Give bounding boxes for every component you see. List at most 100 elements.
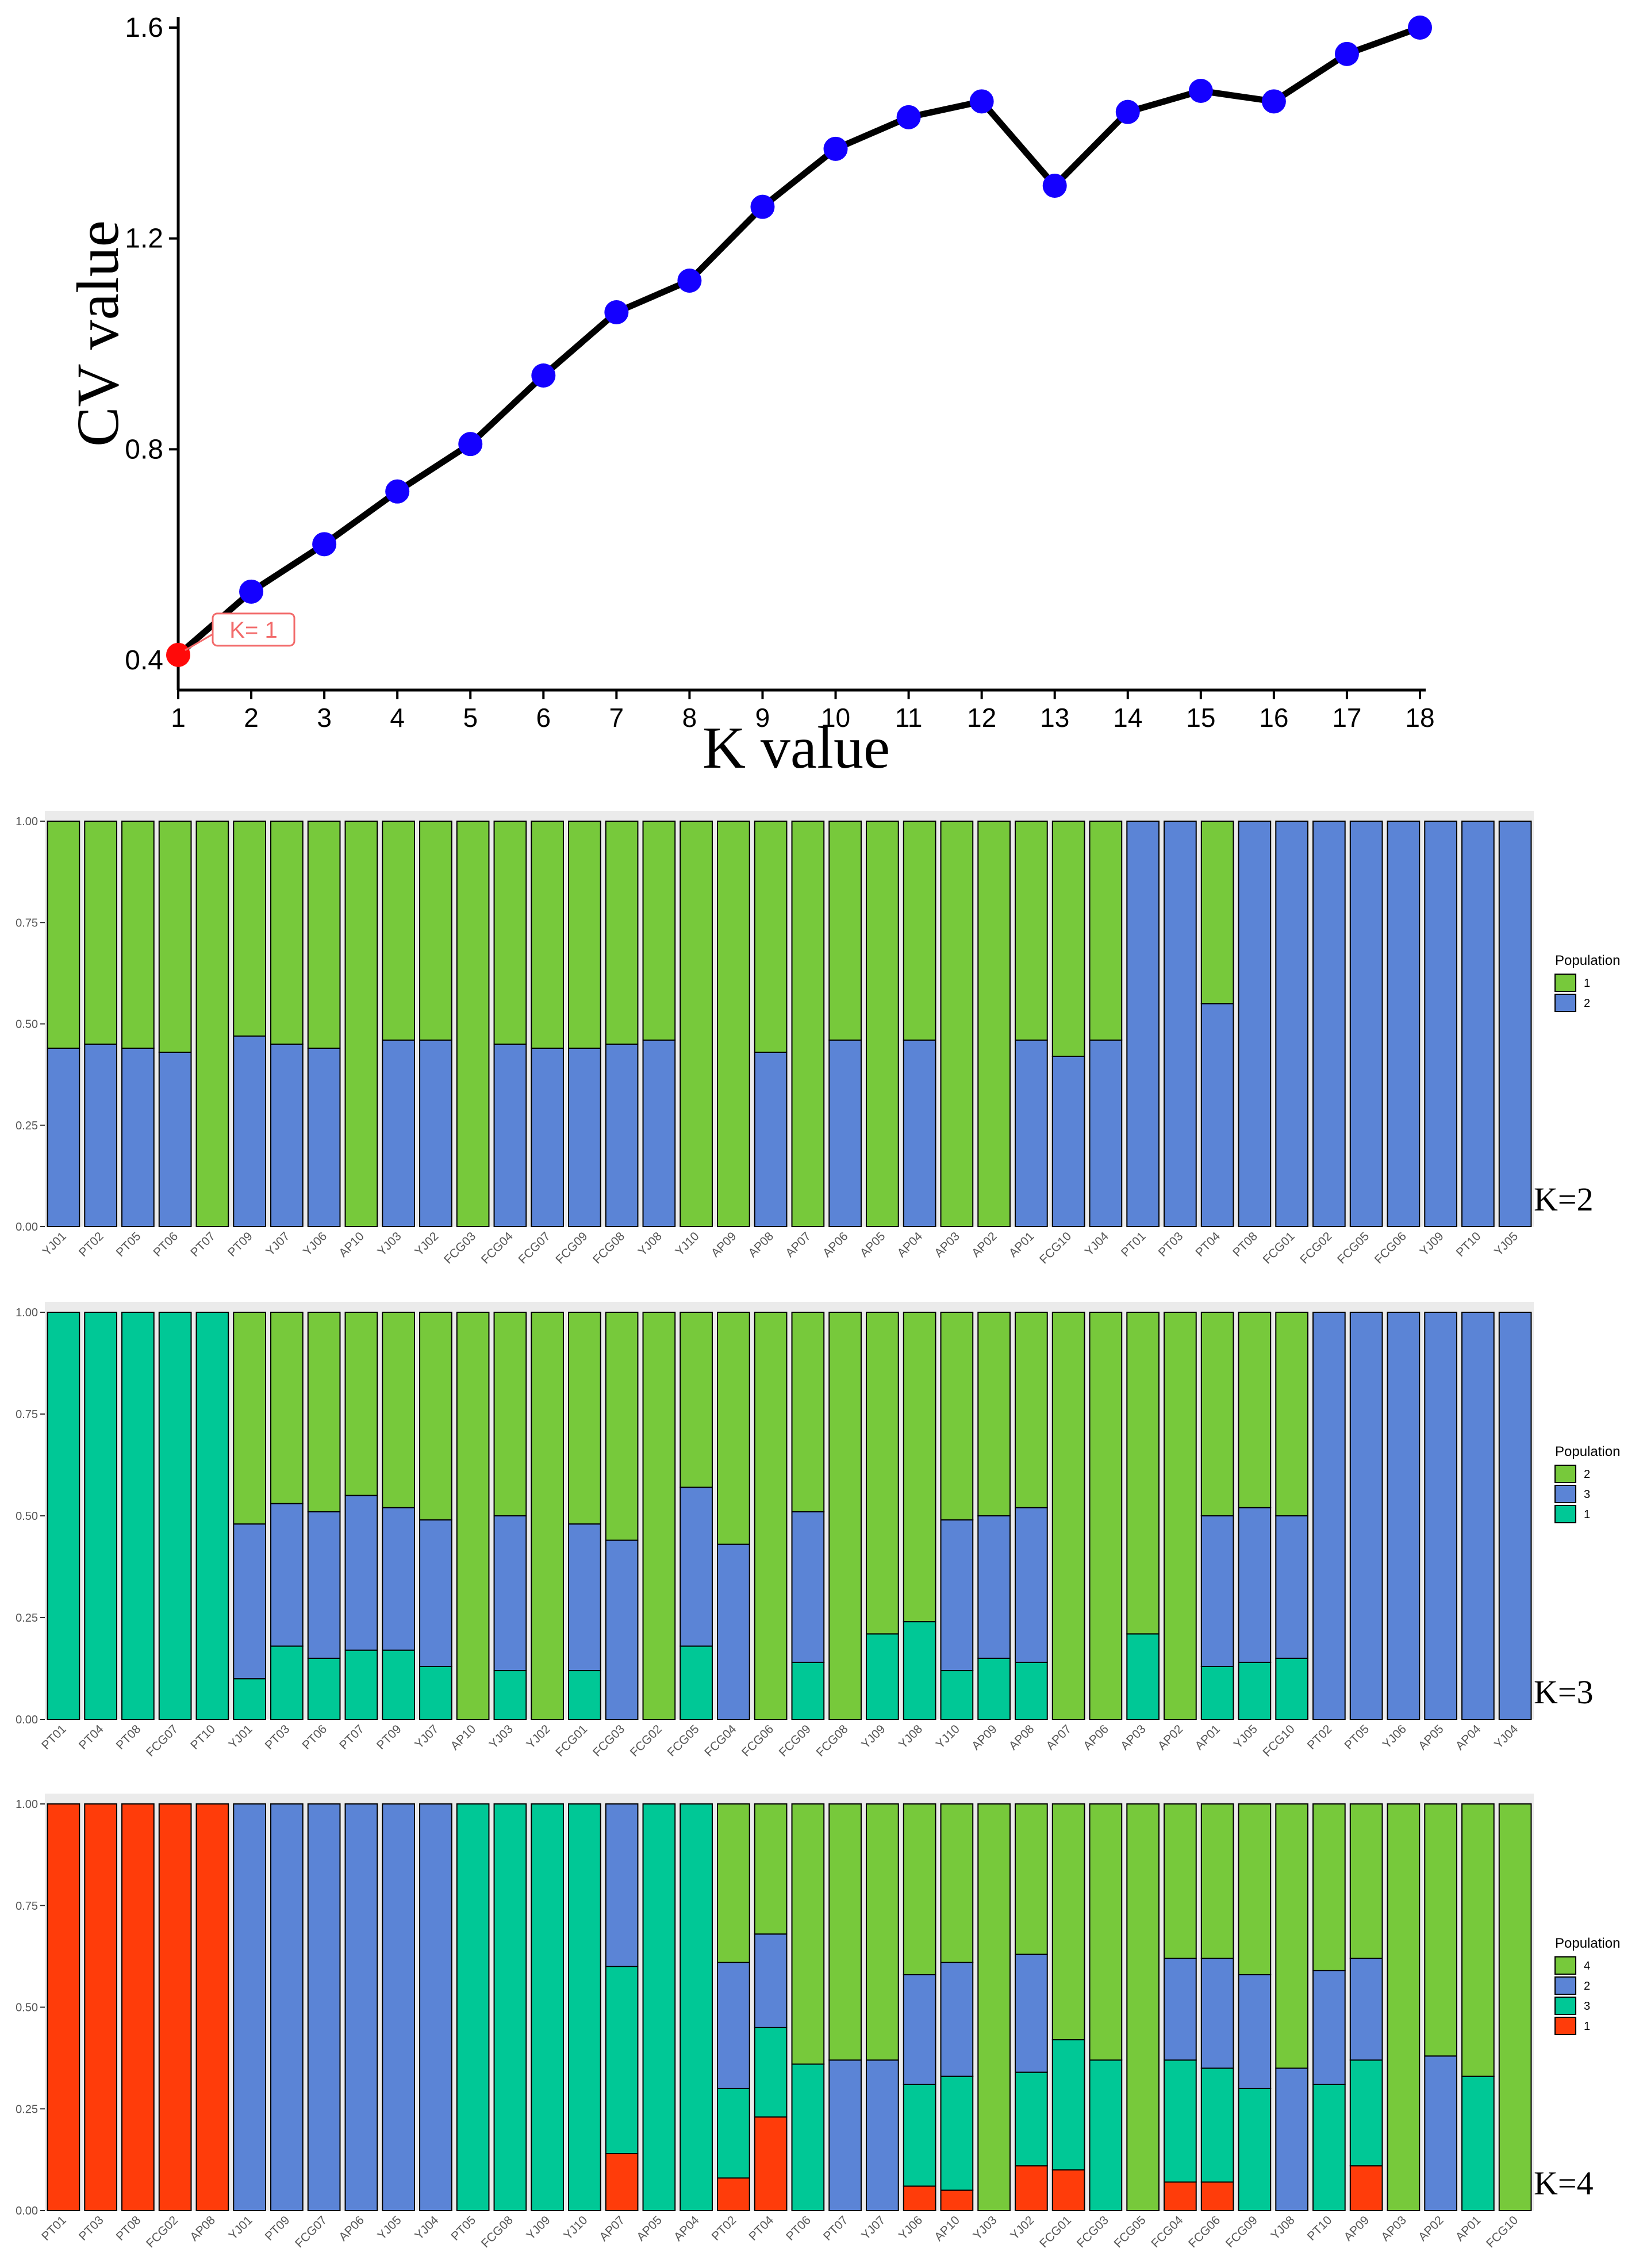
bar-FCG10-pop2 (1275, 1312, 1308, 1516)
y-tick-label: 0.25 (16, 2103, 38, 2116)
bar-FCG08-pop3 (493, 1803, 527, 2211)
bar-PT04-pop4 (754, 1803, 788, 1935)
category-label: AP09 (1342, 2213, 1372, 2244)
category-label: FCG03 (442, 1229, 478, 1266)
category-label: PT04 (746, 2213, 776, 2243)
category-label: AP04 (895, 1229, 926, 1260)
bar-YJ02-pop3 (1015, 2071, 1048, 2167)
bar-FCG06-pop2 (754, 1312, 788, 1720)
bar-FCG03-pop1 (456, 821, 490, 1227)
category-label: PT09 (263, 2213, 293, 2243)
category-label: FCG09 (777, 1722, 813, 1759)
category-label: PT10 (188, 1722, 218, 1752)
bar-PT02-pop1 (717, 2177, 750, 2211)
bar-AP10-pop4 (940, 1803, 974, 1963)
y-axis-title: CV value (65, 220, 131, 447)
bar-PT07-pop2 (344, 1312, 378, 1496)
bar-PT05-pop2 (121, 1047, 155, 1228)
bar-AP08-pop2 (754, 1051, 788, 1227)
bar-PT06-pop2 (307, 1312, 341, 1512)
category-label: PT03 (76, 2213, 106, 2243)
legend-swatch-1 (1554, 2017, 1576, 2035)
category-label: FCG08 (479, 2213, 516, 2250)
category-label: FCG03 (590, 1722, 627, 1759)
bar-YJ01-pop3 (233, 1523, 266, 1680)
bar-YJ03-pop4 (977, 1803, 1011, 2211)
category-label: PT10 (1305, 2213, 1335, 2243)
bar-PT09-pop1 (233, 821, 266, 1037)
legend-swatch-2 (1554, 1976, 1576, 1995)
category-label: YJ01 (40, 1229, 69, 1258)
category-label: YJ03 (487, 1722, 516, 1751)
category-label: YJ02 (1008, 2213, 1037, 2242)
bar-AP10-pop2 (456, 1312, 490, 1720)
bar-YJ01-pop2 (233, 1803, 266, 2211)
y-tick-label: 1.2 (125, 224, 163, 254)
cv-point-k18 (1408, 16, 1432, 40)
category-label: FCG01 (553, 1722, 590, 1759)
bar-PT02-pop1 (84, 821, 117, 1045)
bar-YJ10-pop1 (940, 1670, 974, 1721)
legend-label-1: 1 (1584, 977, 1590, 990)
category-label: FCG05 (1335, 1229, 1372, 1266)
panel-k-label: K=2 (1534, 1181, 1594, 1218)
bar-FCG09-pop1 (568, 821, 601, 1049)
bar-PT05-pop3 (1349, 1312, 1383, 1720)
y-tick-label: 0.50 (16, 1510, 38, 1523)
category-label: PT01 (39, 2213, 69, 2243)
category-label: YJ03 (971, 2213, 1000, 2242)
y-tick-label: 0.25 (16, 1120, 38, 1132)
bar-FCG05-pop2 (680, 1312, 713, 1488)
bar-PT08-pop1 (121, 1803, 155, 2211)
bar-FCG02-pop1 (158, 1803, 192, 2211)
bar-AP04-pop1 (903, 821, 936, 1041)
bar-PT06-pop2 (158, 1051, 192, 1227)
legend-swatch-2 (1554, 994, 1576, 1012)
category-label: FCG06 (739, 1722, 776, 1759)
y-tick-label: 1.6 (125, 13, 163, 43)
bar-PT01-pop2 (1126, 821, 1160, 1227)
category-label: AP06 (820, 1229, 851, 1260)
category-label: AP08 (187, 2213, 218, 2244)
category-label: YJ09 (524, 2213, 553, 2242)
bar-PT03-pop2 (1164, 821, 1197, 1227)
bar-FCG10-pop3 (1275, 1515, 1308, 1659)
bar-YJ03-pop1 (382, 821, 415, 1041)
bar-PT10-pop3 (1312, 2083, 1346, 2212)
category-label: PT07 (188, 1229, 218, 1259)
bar-YJ10-pop2 (940, 1312, 974, 1521)
bar-FCG09-pop1 (791, 1661, 825, 1720)
category-label: AP09 (709, 1229, 739, 1260)
category-label: YJ08 (636, 1229, 665, 1258)
bar-YJ08-pop1 (903, 1621, 936, 1721)
category-label: FCG04 (479, 1229, 516, 1266)
bar-YJ07-pop1 (270, 821, 304, 1045)
cv-point-k17 (1334, 41, 1359, 66)
category-label: PT08 (114, 1722, 144, 1752)
category-label: AP02 (969, 1229, 1000, 1260)
bar-AP06-pop2 (1089, 1312, 1123, 1720)
bar-YJ06-pop1 (307, 821, 341, 1049)
category-label: AP10 (448, 1722, 479, 1753)
category-label: YJ10 (561, 2213, 590, 2242)
bar-YJ08-pop2 (642, 1039, 676, 1227)
category-label: FCG06 (1372, 1229, 1409, 1266)
category-label: FCG06 (1186, 2213, 1223, 2250)
category-label: AP08 (1007, 1722, 1037, 1753)
bar-PT03-pop2 (270, 1312, 304, 1504)
bar-FCG04-pop1 (493, 821, 527, 1045)
cv-point-k14 (1115, 99, 1140, 124)
category-label: YJ07 (859, 2213, 888, 2242)
bar-PT06-pop1 (307, 1657, 341, 1721)
cv-point-k9 (750, 194, 775, 219)
bar-PT09-pop2 (233, 1035, 266, 1228)
bar-FCG07-pop1 (531, 821, 564, 1049)
x-tick-label: 4 (390, 703, 405, 733)
category-label: AP02 (1156, 1722, 1186, 1753)
bar-FCG02-pop2 (1312, 821, 1346, 1227)
y-tick-label: 0.50 (16, 2002, 38, 2014)
bar-AP01-pop4 (1461, 1803, 1495, 2077)
bar-PT02-pop3 (717, 2087, 750, 2179)
panel-k-label: K=4 (1534, 2164, 1594, 2202)
bar-YJ08-pop4 (1275, 1803, 1308, 2069)
